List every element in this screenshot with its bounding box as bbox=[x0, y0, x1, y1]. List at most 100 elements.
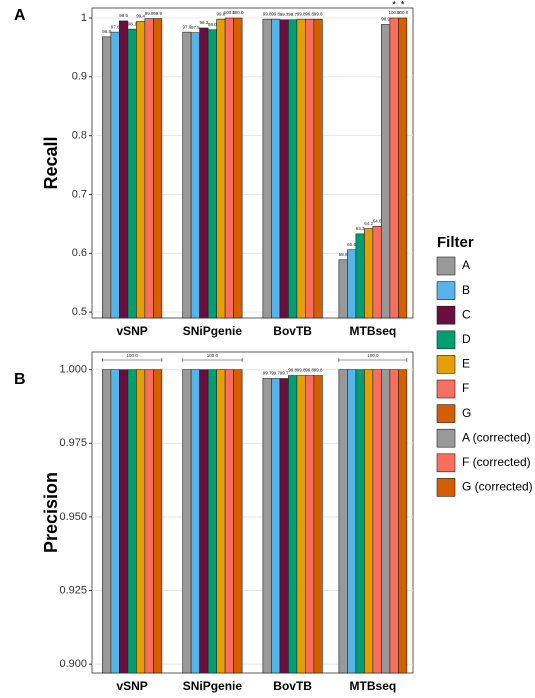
data-label: 98.3 bbox=[199, 20, 208, 25]
bar bbox=[207, 369, 217, 674]
bar bbox=[136, 369, 146, 674]
bar bbox=[372, 225, 382, 319]
x-tick-label: vSNP bbox=[116, 679, 147, 693]
data-label: 58.9 bbox=[339, 252, 348, 257]
data-label: 98.1 bbox=[128, 21, 137, 26]
legend-label: B bbox=[462, 283, 470, 297]
data-label: 60.6 bbox=[347, 242, 356, 247]
bar bbox=[381, 24, 391, 319]
annotation: * bbox=[392, 0, 396, 9]
bar bbox=[262, 18, 272, 319]
bar bbox=[262, 378, 272, 674]
group-label: 100.0 bbox=[367, 353, 379, 358]
legend-label: F bbox=[462, 381, 469, 395]
legend-swatch bbox=[436, 305, 456, 325]
group-label: 100.0 bbox=[126, 353, 138, 358]
bar bbox=[190, 32, 200, 319]
legend-swatch bbox=[436, 355, 456, 374]
data-label: 97.5 bbox=[191, 25, 200, 30]
bar bbox=[271, 378, 281, 674]
data-label: 64.6 bbox=[373, 218, 382, 223]
data-label: 64.2 bbox=[364, 221, 373, 226]
data-label: 100.0 bbox=[388, 10, 400, 15]
data-label: 99.8 bbox=[263, 11, 272, 16]
bar bbox=[136, 21, 146, 319]
bar bbox=[233, 369, 243, 674]
bar bbox=[347, 369, 357, 674]
legend-swatch bbox=[436, 330, 456, 350]
x-tick-label: BovTB bbox=[273, 324, 312, 338]
bar bbox=[288, 375, 298, 674]
data-label: 99.8 bbox=[297, 11, 306, 16]
data-label: 97.6 bbox=[111, 24, 120, 29]
data-label: 99.7 bbox=[280, 12, 289, 17]
bar bbox=[110, 31, 120, 319]
bar bbox=[288, 19, 298, 319]
data-label: 99.8 bbox=[297, 368, 306, 373]
bar bbox=[313, 18, 323, 319]
y-tick-label: 0.950 bbox=[59, 511, 87, 523]
data-label: 96.8 bbox=[102, 29, 111, 34]
bar bbox=[279, 19, 289, 319]
y-axis-title: Precision bbox=[41, 472, 61, 553]
bar bbox=[207, 29, 217, 319]
bar bbox=[389, 17, 399, 319]
data-label: 99.8 bbox=[288, 368, 297, 373]
legend-swatch bbox=[436, 453, 456, 473]
bar bbox=[144, 369, 154, 674]
bar bbox=[279, 378, 289, 674]
bar bbox=[102, 36, 112, 319]
y-tick-label: 0.9 bbox=[72, 71, 87, 83]
x-tick-label: MTBseq bbox=[350, 679, 397, 693]
bar bbox=[190, 369, 200, 674]
legend-title: Filter bbox=[437, 234, 474, 251]
x-tick-label: SNiPgenie bbox=[183, 324, 243, 338]
data-label: 99.8 bbox=[314, 11, 323, 16]
bar bbox=[364, 228, 374, 319]
legend-swatch bbox=[436, 281, 456, 300]
bar bbox=[355, 233, 365, 319]
data-label: 99.7 bbox=[280, 371, 289, 376]
y-tick-label: 0.6 bbox=[72, 247, 87, 259]
bar bbox=[233, 17, 243, 319]
data-label: 97.6 bbox=[182, 24, 191, 29]
legend-swatch bbox=[436, 404, 456, 423]
data-label: 99.8 bbox=[271, 11, 280, 16]
data-label: 99.5 bbox=[119, 13, 128, 18]
x-tick-label: BovTB bbox=[273, 679, 312, 693]
bar bbox=[199, 27, 209, 319]
data-label: 99.9 bbox=[153, 11, 162, 16]
legend-swatch bbox=[436, 379, 456, 399]
bar bbox=[305, 18, 315, 319]
bar bbox=[305, 375, 315, 674]
bar bbox=[296, 375, 306, 674]
bar bbox=[398, 369, 408, 674]
y-tick-label: 0.5 bbox=[72, 306, 87, 318]
bar bbox=[313, 375, 323, 674]
bar bbox=[144, 18, 154, 319]
bar bbox=[389, 369, 399, 674]
legend-label: G bbox=[462, 406, 471, 420]
bar bbox=[182, 369, 192, 674]
data-label: 99.7 bbox=[288, 12, 297, 17]
y-tick-label: 0.900 bbox=[59, 658, 87, 670]
panel-label: A bbox=[14, 7, 26, 24]
panel-label: B bbox=[14, 371, 26, 388]
x-tick-label: vSNP bbox=[116, 324, 147, 338]
x-tick-label: MTBseq bbox=[350, 324, 397, 338]
y-tick-label: 1 bbox=[81, 12, 87, 24]
legend-label: A (corrected) bbox=[462, 430, 531, 444]
data-label: 99.4 bbox=[136, 14, 145, 19]
legend-swatch bbox=[436, 256, 456, 276]
bar bbox=[119, 369, 129, 674]
bar bbox=[153, 18, 163, 319]
bar bbox=[296, 18, 306, 319]
legend-swatch bbox=[436, 478, 456, 497]
bar bbox=[110, 369, 120, 674]
y-tick-label: 0.975 bbox=[59, 437, 87, 449]
legend-label: C bbox=[462, 307, 471, 321]
data-label: 99.8 bbox=[216, 11, 225, 16]
bar bbox=[224, 17, 234, 319]
bar bbox=[372, 369, 382, 674]
